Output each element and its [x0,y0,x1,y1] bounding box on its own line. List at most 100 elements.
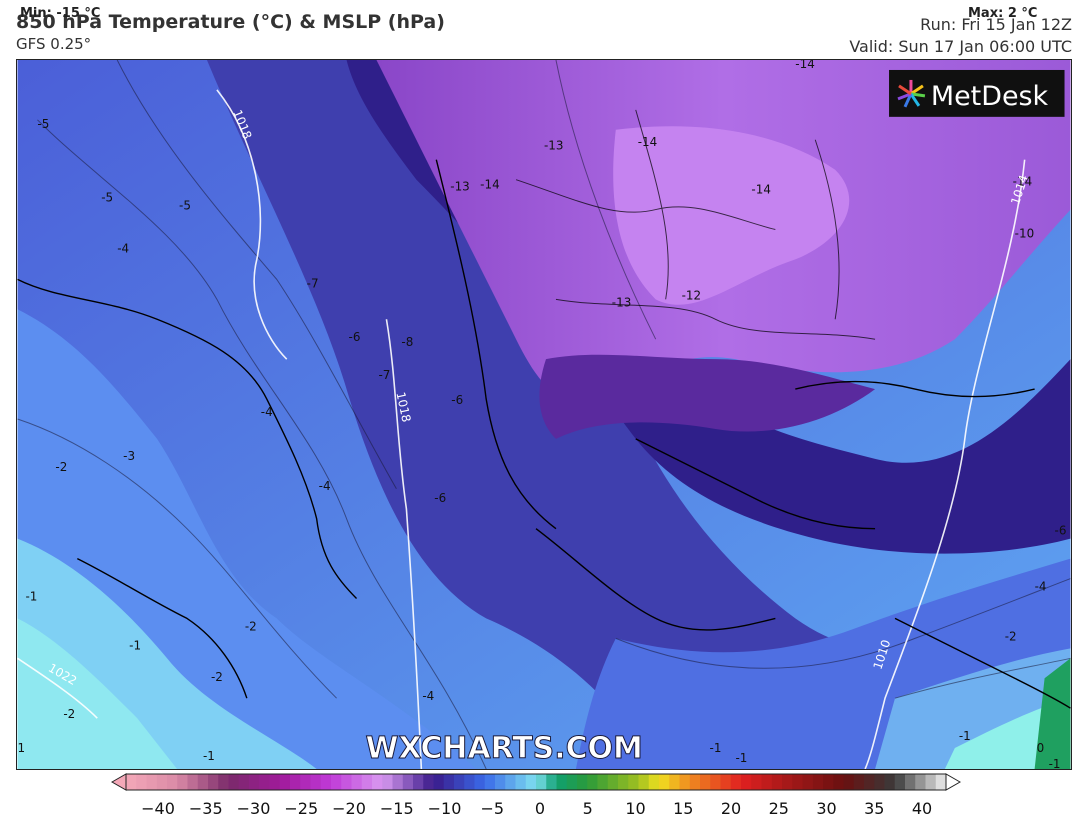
color-scale-segment [864,774,875,790]
temp-label: -14 [480,178,500,192]
color-scale-segment [915,774,927,790]
temp-label: -12 [682,288,702,302]
color-scale-segment [351,774,363,790]
color-scale-segment [474,774,486,790]
temp-label: -1 [959,729,971,743]
color-scale-segment [484,774,496,790]
temp-label: -1 [129,638,141,652]
metdesk-logo: MetDesk [889,69,1065,117]
color-scale-segment [618,774,629,790]
weather-map: -5 -5 -5 -4 -7 -6 -8 -7 -6 -4 -3 -2 -4 -… [16,59,1072,770]
color-scale-segment [126,774,137,790]
temperature-labels: -5 -5 -5 -4 -7 -6 -8 -7 -6 -4 -3 -2 -4 -… [17,59,1067,769]
temp-label: -7 [378,368,390,382]
color-scale-left-arrow [110,773,127,791]
temp-label: -6 [434,491,446,505]
color-scale-segment [310,774,322,790]
temp-label: -14 [795,59,815,71]
color-scale-tick-label: 15 [673,799,693,818]
color-scale-segment [218,774,230,790]
color-scale-segment [320,774,332,790]
color-scale-segment [720,774,732,790]
color-scale-segment [413,774,424,790]
color-scale-segment [751,774,763,790]
country-borders [515,109,876,340]
color-scale-segment [238,774,250,790]
temp-label: -2 [211,670,223,684]
color-scale-segment [402,774,414,790]
temp-label: -6 [451,393,463,407]
isobars [17,89,1026,769]
temp-label: -7 [307,276,319,290]
temp-label: -1 [25,589,37,603]
temperature-contours [17,60,1071,769]
color-scale-segment [771,774,783,790]
color-scale-tick-label: 5 [583,799,593,818]
temp-label: -4 [261,405,273,419]
color-scale-segment [208,774,219,790]
region-central-indigo [206,60,1071,769]
temp-label: -14 [751,183,771,197]
color-scale-segment [423,774,435,790]
color-scale-segment [669,774,681,790]
temp-label: -1 [710,741,722,755]
isobar-label: 1018 [393,391,413,424]
color-scale-segment [812,774,824,790]
temp-label: -3 [123,449,135,463]
color-scale-segment [792,774,804,790]
color-scale-tick-label: −30 [237,799,271,818]
color-scale-segment [628,774,640,790]
color-scale-segment [741,774,752,790]
temp-label: -6 [349,330,361,344]
color-scale-tick-label: −40 [141,799,175,818]
color-scale-segment [679,774,691,790]
color-scale-segment [700,774,711,790]
color-scale-segment [874,774,886,790]
color-scale-segment [433,774,445,790]
color-scale-tick-label: 0 [535,799,545,818]
color-scale-segment [782,774,793,790]
color-scale-tick-label: −35 [189,799,223,818]
temp-label: -14 [1013,175,1033,189]
color-scale-segment [331,774,342,790]
temp-label: -13 [450,180,470,194]
color-scale-segment [905,774,916,790]
color-scale-tick-label: −25 [284,799,318,818]
region-purple-deep-arm [539,354,876,439]
temp-label: -6 [1055,524,1067,538]
color-scale-segment [935,774,947,790]
color-scale-segment [710,774,722,790]
color-scale-ticks: −40 −35 −30 −25 −20 −15 −10 −5 0 5 10 15 20 25 30 35 40 [141,799,932,818]
color-scale-segment [177,774,189,790]
temp-label: -13 [544,139,564,153]
color-scale-segment [392,774,404,790]
temp-label: -1 [203,749,215,763]
color-scale-segment [290,774,301,790]
temp-label: -4 [319,479,331,493]
temp-label: -4 [117,241,129,255]
metdesk-logo-text: MetDesk [931,81,1049,112]
color-scale-tick-label: −5 [480,799,504,818]
temp-label: -5 [101,191,113,205]
temp-label: -5 [37,117,49,131]
color-scale-segment [249,774,260,790]
temp-label: -2 [245,619,257,633]
model-name: GFS 0.25° [16,35,92,53]
temp-label: -2 [63,707,75,721]
color-scale-tick-label: 35 [864,799,884,818]
wxcharts-watermark: WXCHARTS.COM [366,731,643,766]
temp-label: -14 [638,135,658,149]
color-scale-segment [515,774,527,790]
metdesk-logo-icon [897,79,926,108]
color-scale-segment [566,774,578,790]
color-scale-segment [823,774,834,790]
color-scale-segment [259,774,271,790]
color-scale-segment [556,774,568,790]
color-scale-segment [546,774,558,790]
color-scale-segment [156,774,168,790]
color-scale-segment [597,774,609,790]
color-scale-segment [361,774,373,790]
color-scale-segment [300,774,312,790]
color-scale-tick-label: 20 [721,799,741,818]
color-scale-segment [464,774,476,790]
